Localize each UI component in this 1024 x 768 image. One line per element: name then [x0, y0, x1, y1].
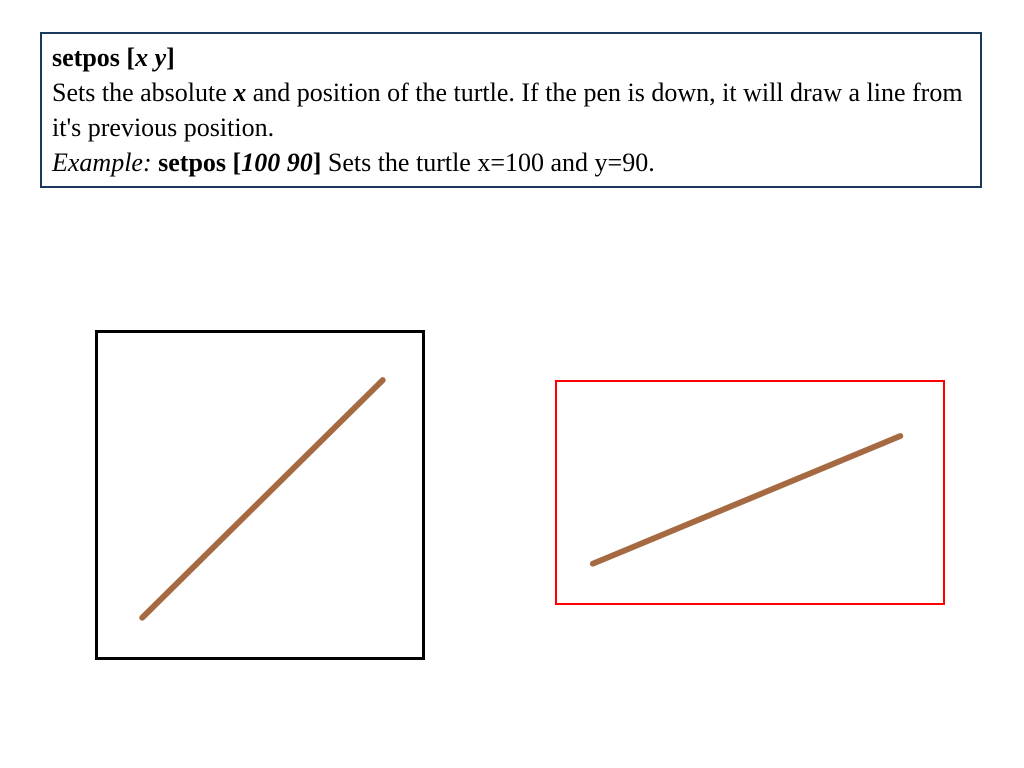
params-close: ]	[166, 43, 175, 72]
command-signature: setpos [x y]	[52, 40, 970, 75]
turtle-line-left	[142, 380, 383, 618]
command-description: Sets the absolute x and position of the …	[52, 75, 970, 145]
param-x: x	[135, 43, 148, 72]
desc-part1: Sets the absolute	[52, 78, 233, 107]
figure-wide-svg	[557, 382, 943, 603]
example-result: Sets the turtle x=100 and y=90.	[328, 148, 655, 177]
figure-square-svg	[98, 333, 422, 657]
params-open: [	[120, 43, 135, 72]
figure-wide	[555, 380, 945, 605]
turtle-line-right	[593, 436, 900, 564]
command-definition-box: setpos [x y] Sets the absolute x and pos…	[40, 32, 982, 188]
command-example: Example: setpos [100 90] Sets the turtle…	[52, 145, 970, 180]
example-label: Example:	[52, 148, 152, 177]
example-cmd: setpos [	[152, 148, 242, 177]
desc-x: x	[233, 78, 246, 107]
figure-square	[95, 330, 425, 660]
param-y: y	[155, 43, 167, 72]
example-args: 100 90	[241, 148, 313, 177]
example-close: ]	[313, 148, 328, 177]
command-name: setpos	[52, 43, 120, 72]
